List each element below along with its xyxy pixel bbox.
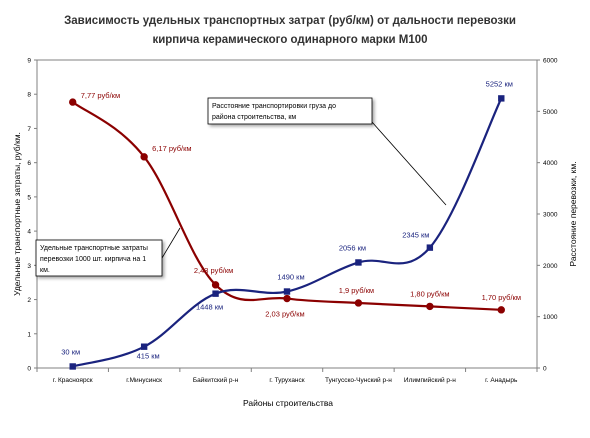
data-label-left: 6,17 руб/км (152, 144, 191, 153)
annotation-costs: Удельные транспортные затраты перевозки … (35, 227, 181, 277)
annotation-costs-box (35, 239, 163, 277)
data-point-right (212, 290, 219, 297)
data-point-left (211, 281, 220, 289)
data-point-left (140, 153, 148, 161)
left-tick-label: 6 (27, 160, 31, 167)
data-point-left (354, 299, 363, 307)
data-label-left: 7,77 руб/км (81, 91, 120, 100)
right-tick-label: 4000 (543, 160, 558, 167)
right-tick-label: 6000 (543, 58, 558, 65)
left-tick-label: 9 (27, 58, 31, 65)
annotation-costs-line3: км. (40, 267, 50, 274)
right-axis-title: Расстояние перевозки, км. (568, 161, 578, 266)
right-tick-label: 5000 (543, 109, 558, 116)
data-label-left: 2,43 руб/км (194, 266, 233, 275)
data-label-left: 1,80 руб/км (410, 289, 449, 298)
data-label-right: 2345 км (402, 231, 429, 240)
annotation-distance-line2: района строительства, км (212, 113, 296, 121)
left-tick-label: 2 (27, 297, 31, 304)
axes-group: 0 1 2 3 4 5 6 7 8 9 0 1000 2000 3000 4000 5000 6000 г. Кр… (27, 58, 557, 385)
annotation-costs-line2: перевозки 1000 шт. кирпича на 1 (40, 256, 146, 263)
data-label-right: 30 км (61, 347, 80, 356)
data-point-right (355, 259, 362, 266)
x-category-label: г.Минусинск (126, 377, 162, 384)
left-tick-label: 5 (27, 194, 31, 201)
data-point-right (498, 95, 505, 102)
data-label-left: 1,70 руб/км (482, 293, 521, 302)
data-label-left: 2,03 руб/км (265, 310, 304, 319)
annotation-costs-line1: Удельные транспортные затраты (40, 245, 148, 252)
annotation-distance-box (207, 97, 373, 125)
x-category-label: г. Анадырь (485, 377, 518, 384)
x-category-label: Илимпийский р-н (404, 376, 456, 384)
x-category-label: г. Красноярск (53, 377, 93, 384)
left-tick-label: 3 (27, 263, 31, 270)
data-label-right: 1490 км (277, 273, 304, 282)
left-tick-label: 4 (27, 229, 31, 236)
left-tick-label: 1 (27, 331, 31, 338)
annotation-distance: Расстояние транспортировки груза до райо… (207, 97, 447, 206)
right-tick-label: 2000 (543, 263, 558, 270)
chart-title-line1: Зависимость удельных транспортных затрат… (64, 15, 516, 27)
left-axis-title: Удельные транспортные затраты, руб/км. (12, 132, 22, 296)
data-label-right: 1448 км (196, 303, 223, 312)
data-point-right (140, 343, 148, 350)
chart-title-line2: кирпича керамического одинарного марки М… (152, 34, 427, 46)
data-point-left (426, 302, 434, 311)
data-point-right (283, 288, 291, 295)
series-layer (69, 95, 505, 370)
left-tick-label: 7 (27, 126, 31, 133)
right-tick-label: 0 (543, 366, 547, 373)
left-tick-label: 8 (27, 92, 31, 99)
data-point-right (426, 244, 434, 251)
x-category-label: Тунгусско-Чунский р-н (325, 376, 392, 384)
left-tick-label: 0 (27, 366, 31, 373)
data-point-left (497, 306, 505, 314)
data-label-right: 2056 км (339, 243, 366, 252)
data-point-left (283, 294, 291, 303)
data-point-left (69, 98, 77, 106)
annotation-costs-leader (161, 227, 181, 259)
x-category-label: г. Туруханск (269, 377, 304, 384)
data-point-right (69, 363, 76, 370)
data-label-right: 415 км (137, 352, 160, 361)
right-tick-label: 3000 (543, 212, 558, 219)
data-label-right: 5252 км (486, 79, 513, 88)
annotation-distance-line1: Расстояние транспортировки груза до (212, 103, 336, 110)
right-tick-label: 1000 (543, 314, 558, 321)
data-labels-layer: 7,77 руб/км 6,17 руб/км 2,43 руб/км 2,03 ру… (61, 79, 521, 360)
x-category-label: Байкитский р-н (193, 376, 239, 384)
data-label-left: 1,9 руб/км (339, 286, 374, 295)
x-axis-title: Районы строительства (243, 398, 333, 408)
annotation-distance-leader (371, 121, 447, 206)
